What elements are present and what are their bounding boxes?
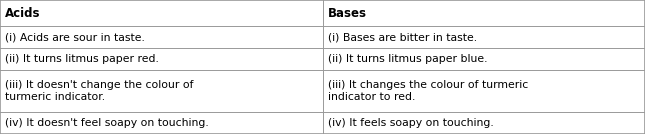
Text: (ii) It turns litmus paper blue.: (ii) It turns litmus paper blue.	[328, 54, 487, 64]
Text: (iii) It changes the colour of turmeric
indicator to red.: (iii) It changes the colour of turmeric …	[328, 80, 528, 103]
Text: (iv) It doesn't feel soapy on touching.: (iv) It doesn't feel soapy on touching.	[5, 118, 209, 128]
Text: (iii) It doesn't change the colour of
turmeric indicator.: (iii) It doesn't change the colour of tu…	[5, 80, 193, 103]
Text: (i) Bases are bitter in taste.: (i) Bases are bitter in taste.	[328, 32, 477, 42]
Text: (i) Acids are sour in taste.: (i) Acids are sour in taste.	[5, 32, 145, 42]
Text: (iv) It feels soapy on touching.: (iv) It feels soapy on touching.	[328, 118, 493, 128]
Text: (ii) It turns litmus paper red.: (ii) It turns litmus paper red.	[5, 54, 159, 64]
Text: Bases: Bases	[328, 7, 366, 20]
Text: Acids: Acids	[5, 7, 41, 20]
